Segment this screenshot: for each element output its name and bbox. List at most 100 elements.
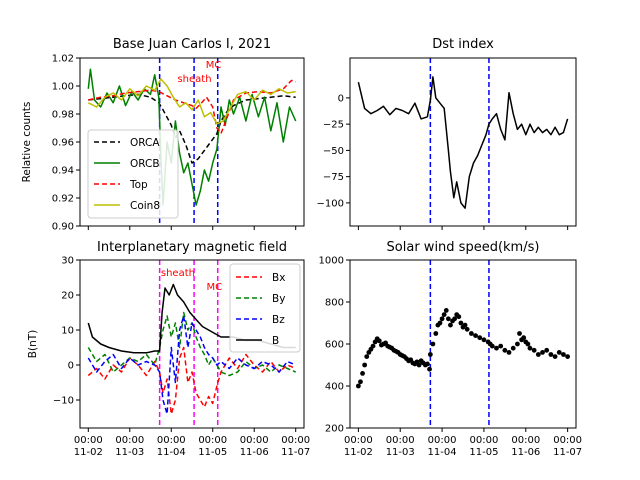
x-tick-label-time: 00:00 (240, 435, 269, 446)
x-tick-label-time: 00:00 (386, 435, 415, 446)
data-point (506, 350, 512, 355)
xticks-dst (357, 226, 569, 230)
y-tick-label: 400 (325, 382, 344, 393)
y-tick-label: −25 (323, 120, 344, 131)
data-point (535, 352, 541, 357)
x-tick-label-time: 00:00 (428, 435, 457, 446)
data-point (427, 366, 432, 372)
series-line-coin8 (87, 78, 296, 125)
data-point (525, 341, 531, 347)
data-point (370, 343, 376, 349)
series-dst (357, 76, 569, 209)
xticks-solar-wind: 00:0011-0200:0011-0300:0011-0400:0011-05… (344, 428, 582, 458)
data-point (430, 341, 436, 347)
annotation-label: sheath (177, 74, 211, 85)
series-line-bz (87, 315, 296, 415)
legend-label-coin8: Coin8 (130, 200, 160, 212)
data-point (481, 337, 487, 343)
data-point (473, 333, 478, 338)
legend-label-orcb: ORCB (130, 158, 160, 170)
axes-frame-dst (349, 57, 577, 227)
data-point (364, 354, 370, 359)
x-tick-label-time: 00:00 (470, 435, 499, 446)
y-tick-label: 0.98 (52, 110, 74, 121)
y-tick-label: 30 (61, 256, 74, 267)
data-point (517, 331, 522, 336)
data-point (477, 335, 483, 341)
x-tick-label-date: 11-07 (281, 447, 310, 458)
data-point (540, 350, 545, 355)
data-point (531, 347, 537, 353)
event-lines-solar-wind (429, 260, 490, 428)
x-tick-label-time: 00:00 (553, 435, 582, 446)
y-tick-label: −10 (53, 396, 74, 407)
data-point (360, 371, 365, 376)
data-point (437, 320, 443, 326)
annotation-label: MC (207, 282, 223, 293)
series-line-bx (87, 346, 296, 415)
panel-dst: Dst index 0 −25 −50 −75 −100 (317, 37, 577, 230)
y-tick-label: 1.02 (52, 54, 74, 65)
title-solar-wind: Solar wind speed(km/s) (387, 240, 540, 255)
x-tick-label-time: 00:00 (157, 435, 186, 446)
series-solar-wind (355, 308, 571, 389)
legend-label-b: B (272, 335, 279, 347)
legend-label-bx: Bx (272, 272, 285, 284)
y-tick-label: 800 (325, 298, 344, 309)
y-tick-label: 0.92 (52, 194, 74, 205)
data-point (425, 361, 430, 367)
panel-imf: Interplanetary magnetic field 30 20 10 0 −10… (27, 240, 310, 458)
data-point (462, 322, 468, 328)
y-tick-label: 600 (325, 340, 344, 351)
x-tick-label-date: 11-07 (553, 447, 582, 458)
data-point (452, 316, 458, 322)
event-lines-dst (429, 58, 490, 226)
title-imf: Interplanetary magnetic field (97, 240, 287, 255)
xticks-imf: 00:0011-0200:0011-0300:0011-0400:0011-05… (74, 428, 310, 458)
data-point (521, 335, 527, 341)
data-point (427, 352, 433, 357)
series-line-orca (88, 93, 296, 164)
data-point (494, 345, 499, 351)
data-point (548, 352, 554, 357)
y-tick-label: 1000 (319, 256, 344, 267)
data-point (464, 326, 470, 332)
x-tick-label-date: 11-04 (428, 447, 457, 458)
data-point (358, 379, 363, 385)
title-cosmic: Base Juan Carlos I, 2021 (113, 37, 271, 52)
data-point (552, 354, 558, 359)
y-tick-label: 0.90 (52, 222, 74, 233)
legend-label-orca: ORCA (130, 137, 160, 149)
x-tick-label-date: 11-03 (386, 447, 415, 458)
annotations-cosmic: sheath MC (177, 60, 221, 85)
legend-cosmic: ORCA ORCB Top Coin8 (87, 129, 179, 219)
data-point (439, 316, 445, 322)
y-tick-label: 1.00 (52, 82, 74, 93)
y-tick-label: −75 (323, 172, 344, 183)
data-point (468, 331, 474, 336)
series-line-orcb (87, 68, 297, 206)
series-line-top (88, 79, 296, 135)
y-tick-label: 0.96 (52, 138, 74, 149)
data-point (561, 352, 566, 357)
data-point (355, 383, 361, 389)
x-tick-label-date: 11-06 (511, 447, 540, 458)
x-tick-label-time: 00:00 (198, 435, 227, 446)
x-tick-label-time: 00:00 (344, 435, 373, 446)
data-point (502, 347, 508, 353)
y-tick-label: 0 (338, 93, 344, 104)
data-point (565, 354, 571, 359)
x-tick-label-date: 11-05 (198, 447, 227, 458)
panel-solar-wind: Solar wind speed(km/s) 1000800600400200 … (319, 240, 583, 458)
data-point (510, 345, 516, 351)
axes-frame-imf (79, 259, 305, 429)
legend-imf: Bx By Bz B (229, 263, 301, 353)
yticks-cosmic: 0.90 0.92 0.94 0.96 0.98 1.00 1.02 (52, 54, 80, 233)
legend-label-bz: Bz (272, 314, 285, 326)
x-tick-label-date: 11-04 (157, 447, 186, 458)
data-point (458, 320, 464, 326)
series-line-dst_line (357, 76, 569, 209)
data-point (456, 314, 462, 320)
xticks-cosmic (87, 226, 297, 230)
